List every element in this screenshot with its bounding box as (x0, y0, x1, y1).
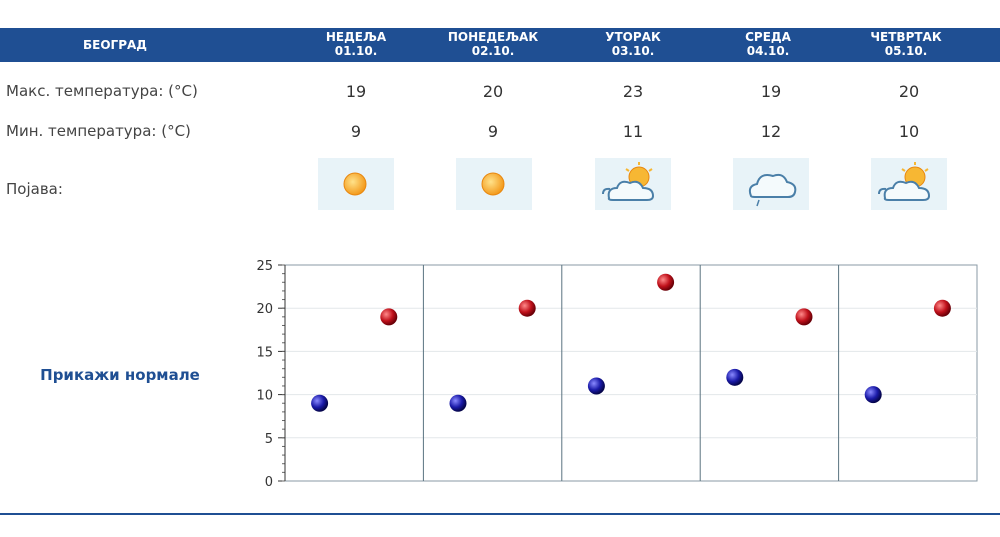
min-temp-value: 9 (487, 122, 499, 141)
day-date: 04.10. (746, 44, 790, 58)
max-temp-value: 20 (898, 82, 920, 101)
min-temp-point (587, 377, 605, 395)
day-header-2: ПОНЕДЕЉАК 02.10. (438, 30, 548, 58)
max-temp-point (380, 308, 398, 326)
y-tick-label: 20 (256, 302, 273, 317)
y-tick-label: 10 (256, 389, 273, 404)
phenomenon-label: Појава: (6, 180, 63, 198)
min-temp-point (449, 394, 467, 412)
max-temp-value: 19 (345, 82, 367, 101)
y-tick-label: 15 (256, 345, 273, 360)
plot-frame (284, 264, 978, 482)
max-temp-point (518, 299, 536, 317)
day-header-3: УТОРАК 03.10. (578, 30, 688, 58)
min-temp-value: 9 (350, 122, 362, 141)
min-temp-point (726, 368, 744, 386)
max-temp-point (933, 299, 951, 317)
day-name: НЕДЕЉА (325, 30, 387, 44)
day-name: СРЕДА (745, 30, 791, 44)
forecast-header: БЕОГРАД НЕДЕЉА 01.10. ПОНЕДЕЉАК 02.10. У… (0, 28, 1000, 62)
sun-cloud-icon (595, 158, 671, 210)
day-name: УТОРАК (605, 30, 661, 44)
max-temp-value: 19 (760, 82, 782, 101)
sun-icon (318, 158, 394, 210)
day-header-1: НЕДЕЉА 01.10. (301, 30, 411, 58)
temperature-chart: 0 5 10 15 20 25 (256, 259, 978, 490)
max-temp-value: 20 (482, 82, 504, 101)
sun-icon (456, 158, 532, 210)
min-temp-point (864, 386, 882, 404)
min-temp-value: 10 (898, 122, 920, 141)
y-tick-label: 25 (256, 259, 273, 274)
min-temp-label: Мин. температура: (°C) (6, 122, 191, 140)
day-date: 03.10. (611, 44, 655, 58)
min-temp-value: 12 (760, 122, 782, 141)
day-date: 05.10. (884, 44, 928, 58)
sun-cloud-icon (871, 158, 947, 210)
max-temp-value: 23 (622, 82, 644, 101)
day-date: 02.10. (471, 44, 515, 58)
bottom-divider (0, 513, 1000, 515)
y-tick-label: 0 (265, 475, 273, 490)
cloud-rain-icon (733, 158, 809, 210)
day-name: ЧЕТВРТАК (870, 30, 942, 44)
city-name: БЕОГРАД (83, 38, 147, 52)
day-name: ПОНЕДЕЉАК (447, 30, 539, 44)
max-temp-label: Макс. температура: (°C) (6, 82, 198, 100)
show-normals-link[interactable]: Прикажи нормале (40, 366, 200, 384)
min-temp-point (311, 394, 329, 412)
min-temp-value: 11 (622, 122, 644, 141)
day-header-5: ЧЕТВРТАК 05.10. (851, 30, 961, 58)
max-temp-point (657, 273, 675, 291)
day-date: 01.10. (334, 44, 378, 58)
day-header-4: СРЕДА 04.10. (713, 30, 823, 58)
max-temp-point (795, 308, 813, 326)
y-tick-label: 5 (265, 432, 273, 447)
